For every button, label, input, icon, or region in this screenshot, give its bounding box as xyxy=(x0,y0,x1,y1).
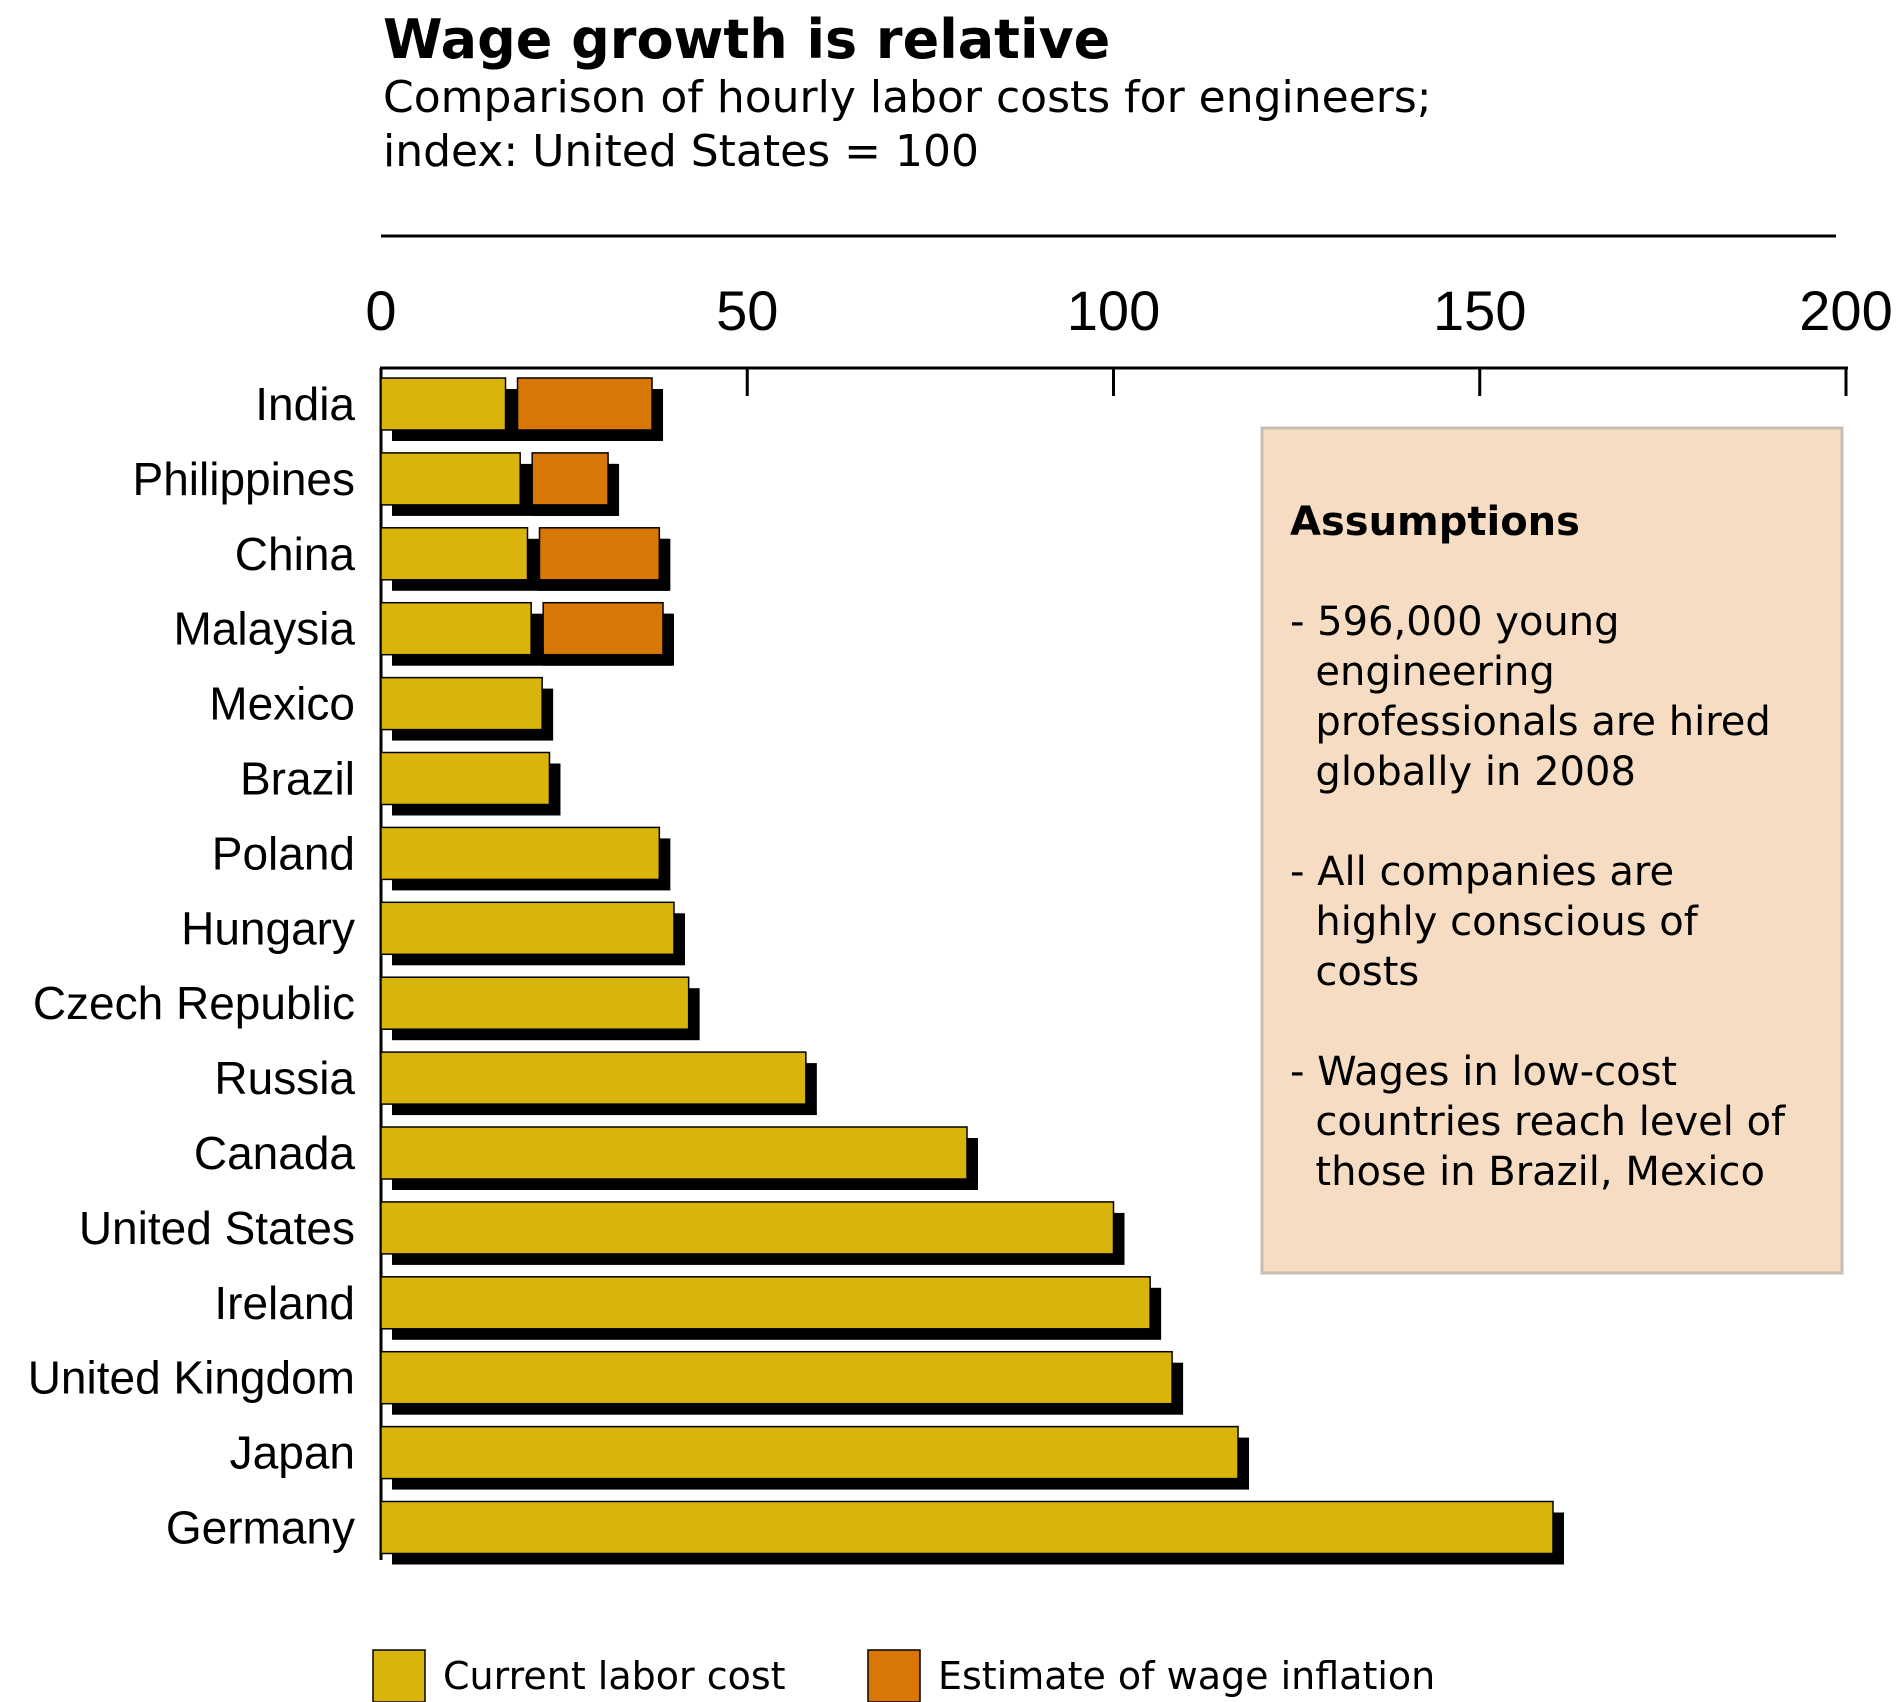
category-label: Japan xyxy=(230,1427,355,1479)
assumption-line: countries reach level of xyxy=(1290,1099,1786,1145)
bar-current-labor-cost xyxy=(380,1350,1173,1405)
category-label: Canada xyxy=(194,1127,356,1179)
x-tick-label: 100 xyxy=(1067,279,1160,342)
category-label: Czech Republic xyxy=(33,977,355,1029)
bar-current-labor-cost xyxy=(380,452,521,506)
chart-subtitle-line-1: Comparison of hourly labor costs for eng… xyxy=(383,72,1432,123)
assumptions-background xyxy=(1260,426,1844,1275)
legend-label: Estimate of wage inflation xyxy=(938,1654,1435,1698)
category-label: Philippines xyxy=(133,453,355,505)
category-label: Russia xyxy=(214,1052,355,1104)
category-label: Brazil xyxy=(240,753,355,805)
legend-swatch xyxy=(372,1649,426,1702)
bar-current-labor-cost xyxy=(380,751,551,806)
bar-current-labor-cost xyxy=(380,1201,1115,1255)
bar-current-labor-cost xyxy=(380,676,543,731)
category-label: Hungary xyxy=(181,902,355,954)
assumption-line: costs xyxy=(1290,949,1419,995)
assumption-line: professionals are hired xyxy=(1290,699,1771,745)
x-tick-label: 150 xyxy=(1433,279,1526,342)
bar-current-labor-cost xyxy=(380,377,507,431)
category-label: Ireland xyxy=(214,1277,355,1329)
chart-title: Wage growth is relative xyxy=(383,8,1110,71)
bar-current-labor-cost xyxy=(380,1126,968,1180)
bar-wage-inflation xyxy=(516,377,653,431)
category-label: China xyxy=(235,528,356,580)
x-tick-label: 0 xyxy=(365,279,396,342)
bars xyxy=(380,377,1564,1565)
assumption-line: - All companies are xyxy=(1290,849,1674,895)
assumption-line: engineering xyxy=(1290,649,1555,695)
category-label: Mexico xyxy=(209,678,355,730)
x-tick-label: 200 xyxy=(1799,279,1892,342)
assumptions-title: Assumptions xyxy=(1290,499,1580,545)
assumption-line: - 596,000 young xyxy=(1290,599,1620,645)
x-tick-label: 50 xyxy=(716,279,778,342)
category-label: Malaysia xyxy=(173,603,355,655)
category-label: United States xyxy=(79,1202,355,1254)
bar-current-labor-cost xyxy=(380,1051,807,1105)
assumption-line: - Wages in low-cost xyxy=(1290,1049,1677,1095)
legend: Current labor cost Estimate of wage infla… xyxy=(372,1649,1435,1702)
bar-current-labor-cost xyxy=(380,527,529,581)
category-label: Germany xyxy=(166,1502,355,1554)
legend-swatch xyxy=(867,1649,921,1702)
bar-current-labor-cost xyxy=(380,601,532,656)
category-labels: India Philippines China Malaysia Mexico Brazi… xyxy=(28,378,356,1554)
bar-wage-inflation xyxy=(542,601,664,656)
bar-current-labor-cost xyxy=(380,976,690,1030)
category-label: India xyxy=(255,378,355,430)
bar-current-labor-cost xyxy=(380,1425,1239,1480)
bar-current-labor-cost xyxy=(380,1500,1554,1555)
bar-wage-inflation xyxy=(531,452,609,506)
bar-current-labor-cost xyxy=(380,1276,1151,1330)
chart-subtitle-line-2: index: United States = 100 xyxy=(383,126,979,177)
assumption-line: highly conscious of xyxy=(1290,899,1699,945)
assumption-line: those in Brazil, Mexico xyxy=(1290,1149,1765,1195)
legend-label: Current labor cost xyxy=(443,1654,786,1698)
bar-current-labor-cost xyxy=(380,901,675,956)
category-label: United Kingdom xyxy=(28,1352,355,1404)
category-label: Poland xyxy=(212,827,355,879)
bar-wage-inflation xyxy=(538,527,661,581)
bar-current-labor-cost xyxy=(380,826,661,881)
assumptions-box: Assumptions - 596,000 young engineering p… xyxy=(1260,426,1844,1275)
assumption-line: globally in 2008 xyxy=(1290,749,1636,795)
